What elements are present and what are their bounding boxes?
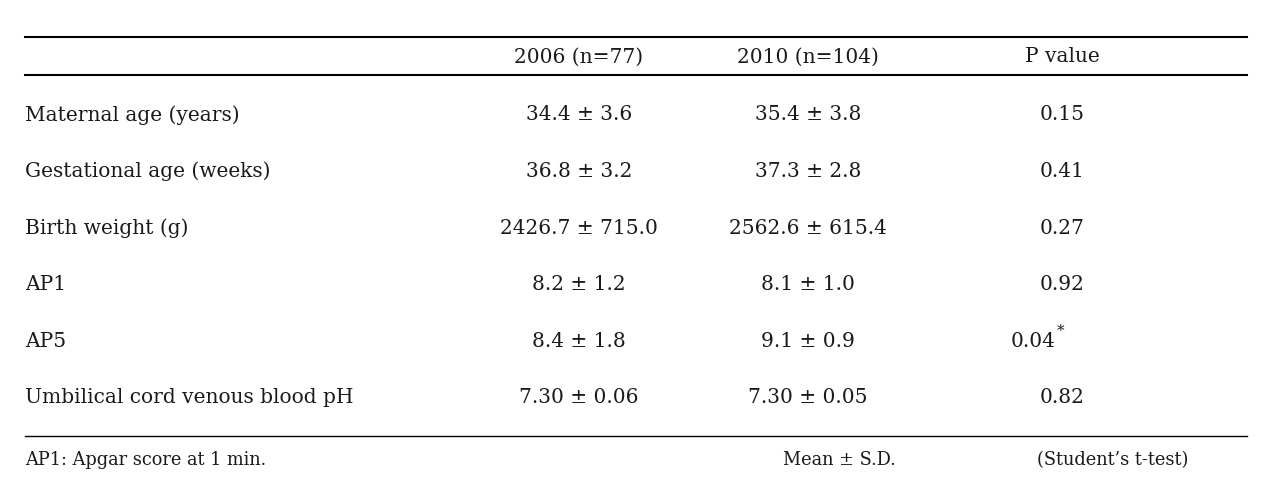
Text: AP1: AP1 [25,275,66,294]
Text: AP5: AP5 [25,332,66,351]
Text: 37.3 ± 2.8: 37.3 ± 2.8 [754,162,861,181]
Text: 0.27: 0.27 [1039,219,1085,238]
Text: 2006 (n=77): 2006 (n=77) [514,47,644,67]
Text: 2426.7 ± 715.0: 2426.7 ± 715.0 [500,219,658,238]
Text: Maternal age (years): Maternal age (years) [25,105,240,125]
Text: 8.4 ± 1.8: 8.4 ± 1.8 [532,332,626,351]
Text: 8.2 ± 1.2: 8.2 ± 1.2 [532,275,626,294]
Text: P value: P value [1025,47,1099,67]
Text: 0.92: 0.92 [1039,275,1085,294]
Text: 2562.6 ± 615.4: 2562.6 ± 615.4 [729,219,887,238]
Text: 0.41: 0.41 [1039,162,1085,181]
Text: 0.15: 0.15 [1039,106,1085,125]
Text: Umbilical cord venous blood pH: Umbilical cord venous blood pH [25,388,354,407]
Text: 2010 (n=104): 2010 (n=104) [736,47,879,67]
Text: 7.30 ± 0.06: 7.30 ± 0.06 [519,388,639,407]
Text: 9.1 ± 0.9: 9.1 ± 0.9 [761,332,855,351]
Text: Mean ± S.D.: Mean ± S.D. [784,451,895,469]
Text: Gestational age (weeks): Gestational age (weeks) [25,162,271,181]
Text: 34.4 ± 3.6: 34.4 ± 3.6 [525,106,632,125]
Text: 35.4 ± 3.8: 35.4 ± 3.8 [754,106,861,125]
Text: *: * [1057,323,1065,337]
Text: 0.04: 0.04 [1011,332,1056,351]
Text: Birth weight (g): Birth weight (g) [25,218,190,238]
Text: AP1: Apgar score at 1 min.: AP1: Apgar score at 1 min. [25,451,267,469]
Text: 36.8 ± 3.2: 36.8 ± 3.2 [525,162,632,181]
Text: 7.30 ± 0.05: 7.30 ± 0.05 [748,388,868,407]
Text: 8.1 ± 1.0: 8.1 ± 1.0 [761,275,855,294]
Text: (Student’s t-test): (Student’s t-test) [1037,451,1189,469]
Text: 0.82: 0.82 [1039,388,1085,407]
